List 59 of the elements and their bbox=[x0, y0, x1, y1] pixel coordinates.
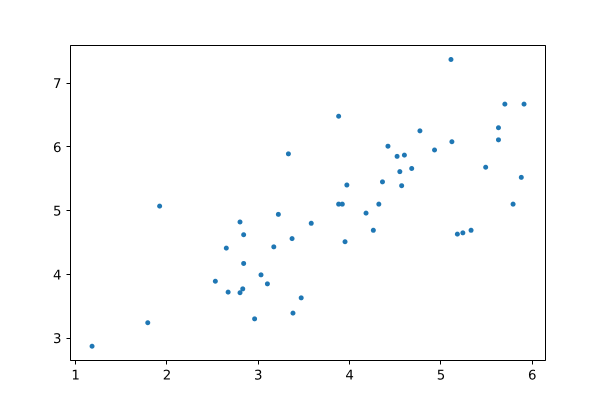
y-tick-label: 6 bbox=[53, 140, 62, 156]
point bbox=[258, 272, 264, 278]
point bbox=[399, 183, 404, 188]
y-tick-label: 5 bbox=[53, 204, 62, 220]
point bbox=[298, 295, 304, 300]
point bbox=[336, 114, 342, 119]
y-tick-label: 4 bbox=[53, 268, 62, 284]
point bbox=[290, 310, 296, 316]
point bbox=[518, 174, 524, 180]
point bbox=[522, 102, 527, 107]
point bbox=[394, 154, 400, 159]
x-tick-label: 2 bbox=[162, 368, 172, 384]
point bbox=[238, 220, 243, 225]
point bbox=[510, 202, 516, 207]
point bbox=[364, 210, 369, 216]
point bbox=[344, 182, 350, 188]
point bbox=[342, 239, 348, 244]
y-tick-label: 3 bbox=[53, 332, 62, 348]
point bbox=[290, 236, 295, 242]
x-tick-label: 3 bbox=[254, 368, 263, 384]
point bbox=[212, 278, 218, 284]
point bbox=[502, 102, 508, 107]
point bbox=[380, 179, 385, 184]
point bbox=[157, 204, 162, 209]
point bbox=[432, 148, 438, 153]
point bbox=[226, 290, 231, 295]
point bbox=[241, 232, 246, 238]
point bbox=[402, 152, 407, 158]
x-tick-label: 6 bbox=[528, 368, 536, 384]
point bbox=[271, 244, 276, 250]
point bbox=[90, 344, 95, 349]
point bbox=[397, 169, 402, 174]
point bbox=[454, 232, 460, 237]
point bbox=[376, 202, 382, 207]
point bbox=[264, 281, 270, 286]
point bbox=[252, 316, 258, 322]
point bbox=[241, 260, 246, 266]
x-tick-label: 5 bbox=[436, 368, 446, 384]
point bbox=[370, 228, 376, 233]
point bbox=[385, 144, 390, 149]
point bbox=[449, 139, 454, 144]
point bbox=[448, 57, 454, 62]
point bbox=[286, 151, 291, 156]
point bbox=[483, 164, 488, 170]
point bbox=[145, 320, 150, 326]
point bbox=[276, 212, 281, 217]
point bbox=[496, 137, 501, 142]
x-tick-label: 4 bbox=[345, 368, 354, 384]
point bbox=[308, 220, 314, 226]
point bbox=[409, 166, 414, 171]
x-tick-label: 1 bbox=[71, 368, 80, 384]
point bbox=[496, 125, 501, 130]
point bbox=[417, 128, 422, 134]
point bbox=[224, 246, 229, 251]
point bbox=[238, 290, 243, 296]
point bbox=[240, 286, 246, 292]
point bbox=[468, 228, 474, 233]
y-tick-label: 7 bbox=[53, 77, 62, 92]
point bbox=[460, 230, 466, 236]
